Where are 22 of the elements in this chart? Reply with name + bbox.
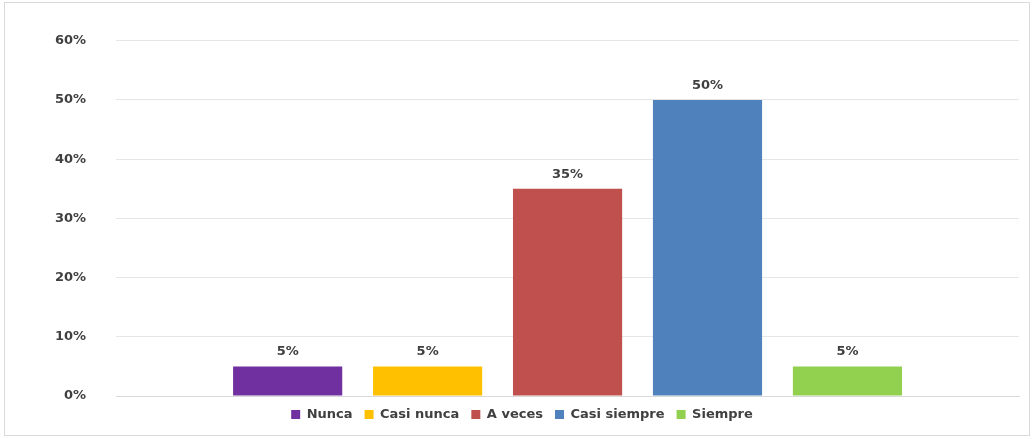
bar (233, 366, 343, 396)
bar (792, 366, 903, 396)
y-tick-label: 20% (54, 268, 87, 284)
legend-label: Siempre (692, 405, 753, 421)
legend-label: A veces (486, 405, 544, 421)
data-label: 5% (276, 343, 299, 359)
data-label: 50% (691, 76, 724, 92)
legend-label: Casi nunca (380, 405, 460, 421)
data-label: 5% (836, 343, 859, 359)
y-tick-label: 10% (54, 328, 87, 344)
data-label: 35% (552, 165, 584, 181)
bar (373, 366, 483, 396)
bar (652, 100, 763, 396)
data-label: 5% (416, 343, 439, 359)
y-tick-label: 40% (54, 150, 87, 166)
y-tick-label: 50% (54, 91, 87, 107)
bar (512, 188, 623, 396)
legend-label: Nunca (306, 405, 353, 421)
y-tick-label: 30% (54, 209, 87, 225)
legend-label: Casi siempre (570, 405, 665, 421)
y-tick-label: 60% (54, 32, 87, 48)
y-tick-label: 0% (64, 387, 87, 403)
